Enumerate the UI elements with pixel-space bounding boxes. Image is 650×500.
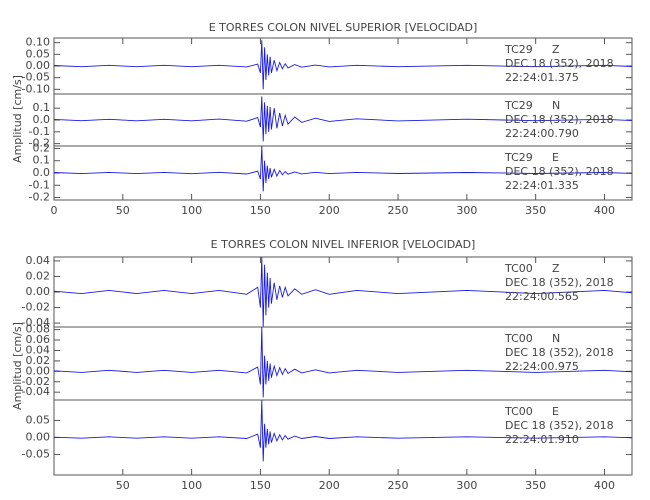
y-tick-label: 0.05 — [26, 47, 51, 60]
station-label: TC00 — [504, 405, 533, 418]
y-tick-label: 0.08 — [26, 323, 51, 336]
component-label: N — [552, 332, 560, 345]
x-tick-label: 350 — [525, 479, 546, 492]
x-tick-label: 300 — [456, 204, 477, 217]
y-axis-label: Amplitud [cm/s] — [11, 75, 24, 163]
y-tick-label: 0.00 — [26, 431, 51, 444]
y-tick-label: 0.10 — [26, 36, 51, 49]
x-tick-label: 50 — [116, 479, 130, 492]
component-label: E — [552, 405, 559, 418]
x-tick-label: 50 — [116, 204, 130, 217]
y-tick-label: 0.0 — [33, 166, 51, 179]
trace — [53, 256, 633, 328]
component-label: N — [552, 99, 560, 112]
y-tick-label: -0.2 — [29, 191, 50, 204]
time-label: 22:24:00.975 — [505, 360, 579, 373]
y-axis-label: Amplitud [cm/s] — [11, 322, 24, 410]
y-tick-label: -0.02 — [22, 375, 50, 388]
x-tick-label: 150 — [250, 479, 271, 492]
trace — [53, 326, 633, 398]
y-tick-label: -0.1 — [29, 125, 50, 138]
x-tick-label: 400 — [594, 204, 615, 217]
station-label: TC29 — [504, 99, 533, 112]
time-label: 22:24:00.790 — [505, 127, 579, 140]
x-tick-label: 0 — [51, 204, 58, 217]
trace — [53, 145, 633, 192]
y-tick-label: -0.04 — [22, 316, 50, 329]
y-tick-label: 0.05 — [26, 413, 51, 426]
x-tick-label: 400 — [594, 479, 615, 492]
x-tick-label: 350 — [525, 204, 546, 217]
y-tick-label: 0.00 — [26, 59, 51, 72]
y-tick-label: 0.02 — [26, 269, 51, 282]
x-tick-label: 200 — [319, 479, 340, 492]
chart-title: E TORRES COLON NIVEL SUPERIOR [VELOCIDAD… — [209, 21, 478, 34]
time-label: 22:24:01.335 — [505, 179, 579, 192]
station-label: TC00 — [504, 262, 533, 275]
y-tick-label: 0.2 — [33, 141, 51, 154]
x-tick-label: 200 — [319, 204, 340, 217]
y-tick-label: 0.04 — [26, 254, 51, 267]
y-tick-label: -0.04 — [22, 385, 50, 398]
chart-title: E TORRES COLON NIVEL INFERIOR [VELOCIDAD… — [211, 238, 476, 251]
trace — [53, 40, 633, 90]
y-tick-label: 0.0 — [33, 113, 51, 126]
time-label: 22:24:00.565 — [505, 290, 579, 303]
y-tick-label: 0.04 — [26, 343, 51, 356]
x-tick-label: 300 — [456, 479, 477, 492]
date-label: DEC 18 (352), 2018 — [505, 276, 614, 289]
y-tick-label: 0.06 — [26, 333, 51, 346]
x-tick-label: 250 — [388, 479, 409, 492]
y-tick-label: -0.05 — [22, 448, 50, 461]
y-tick-label: -0.2 — [29, 137, 50, 150]
component-label: Z — [552, 262, 560, 275]
y-tick-label: 0.00 — [26, 364, 51, 377]
y-tick-label: 0.02 — [26, 354, 51, 367]
station-label: TC29 — [504, 151, 533, 164]
component-label: E — [552, 151, 559, 164]
x-tick-label: 100 — [181, 479, 202, 492]
y-tick-label: -0.05 — [22, 71, 50, 84]
x-tick-label: 250 — [388, 204, 409, 217]
trace — [53, 96, 633, 142]
y-tick-label: 0.00 — [26, 285, 51, 298]
date-label: DEC 18 (352), 2018 — [505, 165, 614, 178]
date-label: DEC 18 (352), 2018 — [505, 57, 614, 70]
time-label: 22:24:01.910 — [505, 433, 579, 446]
trace — [53, 399, 633, 462]
component-label: Z — [552, 43, 560, 56]
date-label: DEC 18 (352), 2018 — [505, 113, 614, 126]
y-tick-label: -0.1 — [29, 178, 50, 191]
x-tick-label: 100 — [181, 204, 202, 217]
y-tick-label: -0.02 — [22, 301, 50, 314]
station-label: TC29 — [504, 43, 533, 56]
date-label: DEC 18 (352), 2018 — [505, 346, 614, 359]
station-label: TC00 — [504, 332, 533, 345]
x-tick-label: 150 — [250, 204, 271, 217]
time-label: 22:24:01.375 — [505, 71, 579, 84]
y-tick-label: 0.1 — [33, 154, 51, 167]
y-tick-label: -0.10 — [22, 82, 50, 95]
date-label: DEC 18 (352), 2018 — [505, 419, 614, 432]
y-tick-label: 0.1 — [33, 101, 51, 114]
